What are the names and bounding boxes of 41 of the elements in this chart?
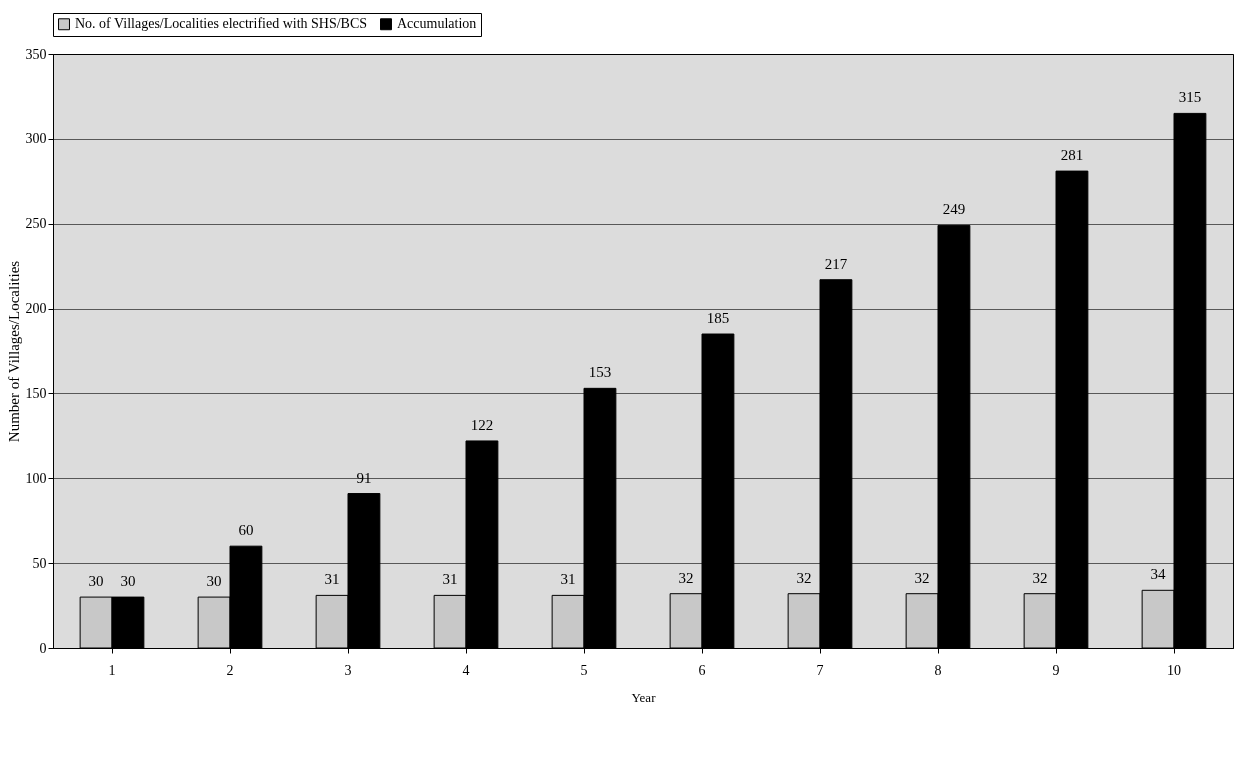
x-tick-label: 10 xyxy=(1167,662,1181,678)
data-label: 185 xyxy=(706,310,730,327)
y-tick-label: 350 xyxy=(25,46,47,62)
y-tick-label: 250 xyxy=(25,216,47,232)
data-label: 34 xyxy=(1150,566,1167,583)
data-label: 31 xyxy=(442,571,458,588)
data-label: 32 xyxy=(1032,569,1048,586)
x-tick-label: 4 xyxy=(462,662,470,678)
y-tick-label: 0 xyxy=(39,640,47,656)
x-tick-label: 8 xyxy=(934,662,942,678)
data-label: 32 xyxy=(914,569,930,586)
data-label: 217 xyxy=(824,255,848,272)
legend-label: Accumulation xyxy=(397,16,477,32)
data-label: 31 xyxy=(560,571,576,588)
x-tick-label: 6 xyxy=(698,662,706,678)
y-axis-title: Number of Villages/Localities xyxy=(5,260,22,443)
data-label: 32 xyxy=(678,569,694,586)
data-label: 30 xyxy=(206,573,222,590)
y-tick-label: 100 xyxy=(25,470,47,486)
x-tick-label: 7 xyxy=(816,662,824,678)
y-tick-label: 50 xyxy=(32,555,47,571)
data-label: 32 xyxy=(796,569,812,586)
x-tick-label: 9 xyxy=(1052,662,1060,678)
data-label: 153 xyxy=(588,364,612,381)
x-axis-title: Year xyxy=(631,689,657,705)
y-tick-label: 150 xyxy=(25,385,47,401)
data-label: 122 xyxy=(470,416,494,433)
x-tick-label: 2 xyxy=(226,662,234,678)
y-tick-label: 200 xyxy=(25,301,47,317)
data-label: 31 xyxy=(324,571,340,588)
legend-label: No. of Villages/Localities electrified with SHS/BCS xyxy=(75,16,368,32)
y-tick-label: 300 xyxy=(25,131,47,147)
data-label: 30 xyxy=(88,573,104,590)
data-label: 30 xyxy=(120,573,136,590)
x-tick-label: 1 xyxy=(108,662,116,678)
data-label: 249 xyxy=(942,201,966,218)
data-label: 60 xyxy=(238,522,254,539)
data-label: 315 xyxy=(1178,89,1202,106)
x-tick-label: 5 xyxy=(580,662,588,678)
data-label: 281 xyxy=(1060,147,1084,164)
x-tick-label: 3 xyxy=(344,662,352,678)
